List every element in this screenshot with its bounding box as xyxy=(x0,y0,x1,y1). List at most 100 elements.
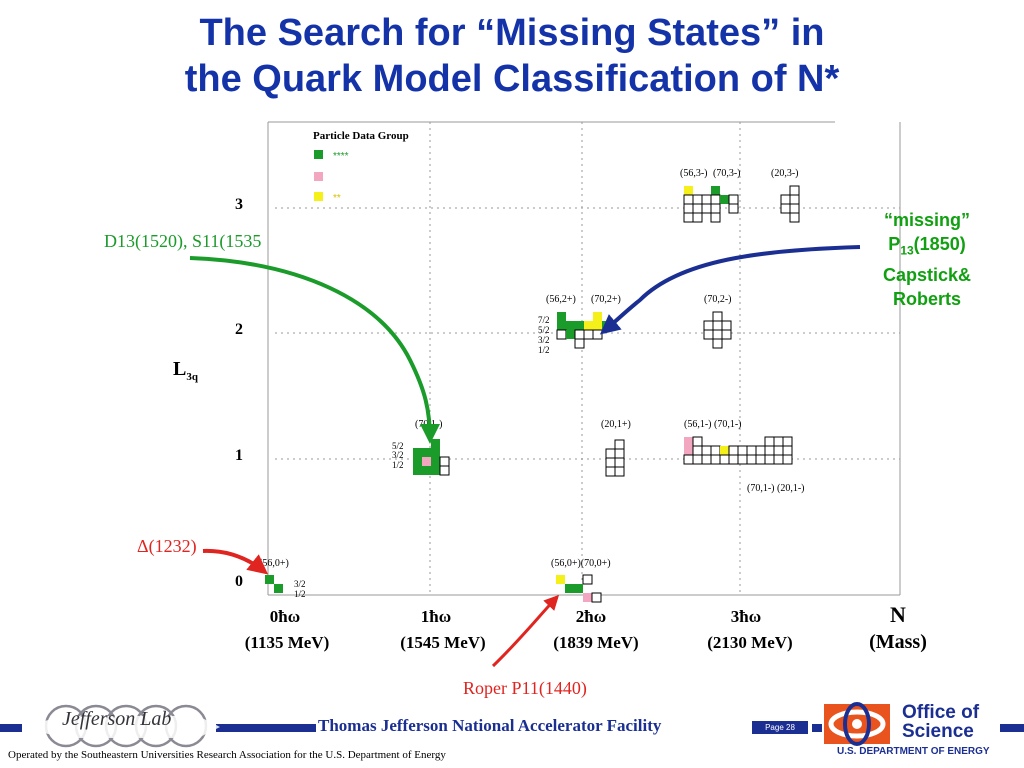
multiplet-cell xyxy=(701,194,712,205)
multiplet-cell xyxy=(683,212,694,223)
multiplet-cell xyxy=(413,466,422,475)
roper-arrow xyxy=(491,594,560,668)
multiplet-cell xyxy=(712,329,723,340)
svg-text:1/2: 1/2 xyxy=(294,589,306,599)
multiplet-cell xyxy=(431,466,440,475)
multiplet-cell xyxy=(614,439,625,450)
multiplet-70-1-n1 xyxy=(413,439,450,476)
x-tick-1-top: 1ħω xyxy=(421,607,451,626)
jefferson-lab-logo-text: Jefferson Lab xyxy=(62,708,172,730)
multiplet-cell xyxy=(773,436,784,447)
multiplet-70-2-minus-n2 xyxy=(703,311,732,349)
svg-text:3/2: 3/2 xyxy=(294,579,306,589)
multiplet-cell xyxy=(274,584,283,593)
multiplet-cell xyxy=(728,454,739,465)
multiplet-cell xyxy=(710,203,721,214)
multiplet-cell xyxy=(692,436,703,447)
x-tick-1-bottom: (1545 MeV) xyxy=(400,633,485,652)
y-axis-label: L3q xyxy=(173,358,199,383)
y-tick-1: 1 xyxy=(235,447,243,464)
x-axis-label-bottom: (Mass) xyxy=(869,631,927,653)
multiplet-cell xyxy=(684,186,693,195)
label-56-0-n0: (56,0+) xyxy=(259,558,289,569)
multiplet-cell xyxy=(782,445,793,456)
y-tick-0: 0 xyxy=(235,573,243,590)
multiplet-cell xyxy=(614,448,625,459)
multiplet-cell xyxy=(575,321,584,330)
multiplet-cell xyxy=(712,311,723,322)
label-70-3: (70,3-) xyxy=(713,168,741,179)
multiplet-cell xyxy=(782,454,793,465)
office-of-science-logo: Office of Science xyxy=(902,702,980,742)
x-tick-0-bottom: (1135 MeV) xyxy=(245,633,330,652)
multiplet-cell xyxy=(422,466,431,475)
x-axis-label-top: N xyxy=(890,602,906,627)
d13-arrow xyxy=(189,256,440,444)
multiplet-cell xyxy=(780,203,791,214)
multiplet-cell xyxy=(711,186,720,195)
multiplet-cell xyxy=(692,194,703,205)
missing-note-line1: “missing” xyxy=(883,210,971,230)
multiplet-cell xyxy=(721,329,732,340)
multiplet-cell xyxy=(710,212,721,223)
multiplet-cell xyxy=(584,321,593,330)
x-tick-2-top: 2ħω xyxy=(576,607,606,626)
label-56-3: (56,3-) xyxy=(680,168,708,179)
svg-text:7/2: 7/2 xyxy=(538,315,550,325)
multiplet-cell xyxy=(710,194,721,205)
multiplet-cell xyxy=(583,593,592,602)
operated-by-text: Operated by the Southeastern Universitie… xyxy=(8,749,446,761)
multiplet-56-0-n0 xyxy=(265,575,283,593)
y-axis: L3q 0 1 2 3 xyxy=(173,196,243,590)
multiplet-cell xyxy=(773,445,784,456)
multiplet-cell xyxy=(439,465,450,476)
multiplet-cell xyxy=(583,329,594,340)
label-56-1-70-1-n3: (56,1-) (70,1-) xyxy=(684,419,741,430)
multiplet-cell xyxy=(755,454,766,465)
multiplet-cell xyxy=(592,329,603,340)
multiplet-cell xyxy=(746,445,757,456)
multiplet-cell xyxy=(720,446,729,455)
multiplet-cell xyxy=(773,454,784,465)
x-tick-3-bottom: (2130 MeV) xyxy=(707,633,792,652)
multiplet-cell xyxy=(574,338,585,349)
multiplet-cell xyxy=(413,448,422,457)
svg-text:1/2: 1/2 xyxy=(392,460,404,470)
multiplet-cell xyxy=(413,457,422,466)
title-line-1: The Search for “Missing States” in xyxy=(199,12,825,54)
multiplet-cell xyxy=(712,320,723,331)
roper-annotation: Roper P11(1440) xyxy=(463,678,587,699)
multiplet-cell xyxy=(746,454,757,465)
multiplet-cell xyxy=(593,312,602,321)
legend-swatch-pink xyxy=(314,172,323,181)
multiplet-cell xyxy=(556,575,565,584)
multiplet-cell xyxy=(789,185,800,196)
multiplet-cell xyxy=(565,584,574,593)
annotation-arrows xyxy=(189,245,861,668)
svg-text:1/2: 1/2 xyxy=(538,345,550,355)
y-tick-2: 2 xyxy=(235,321,243,338)
multiplet-cell xyxy=(692,212,703,223)
multiplet-cell xyxy=(605,448,616,459)
multiplet-labels: (56,0+) (56,0+)(70,0+) (70,1-) (20,1+) (… xyxy=(259,168,804,569)
multiplet-cell xyxy=(782,436,793,447)
label-56-2: (56,2+) xyxy=(546,294,576,305)
legend-swatch-4star xyxy=(314,150,323,159)
delta-arrow xyxy=(202,548,269,575)
multiplet-cell xyxy=(764,454,775,465)
legend-label-2star: ** xyxy=(333,193,341,204)
multiplet-cell xyxy=(605,457,616,468)
multiplet-cell xyxy=(605,466,616,477)
multiplet-cell xyxy=(737,454,748,465)
multiplet-cell xyxy=(728,194,739,205)
multiplet-cell xyxy=(728,445,739,456)
missing-state-note: “missing” P13(1850) Capstick& Roberts xyxy=(852,208,1002,311)
legend-swatch-2star xyxy=(314,192,323,201)
multiplet-cell xyxy=(683,194,694,205)
multiplet-cell xyxy=(431,448,440,457)
legend-label-4star: **** xyxy=(333,151,349,162)
doe-logo-icon xyxy=(824,702,890,746)
doe-name: U.S. DEPARTMENT OF ENERGY xyxy=(837,746,990,757)
multiplet-cell xyxy=(614,457,625,468)
multiplet-cell xyxy=(692,445,703,456)
